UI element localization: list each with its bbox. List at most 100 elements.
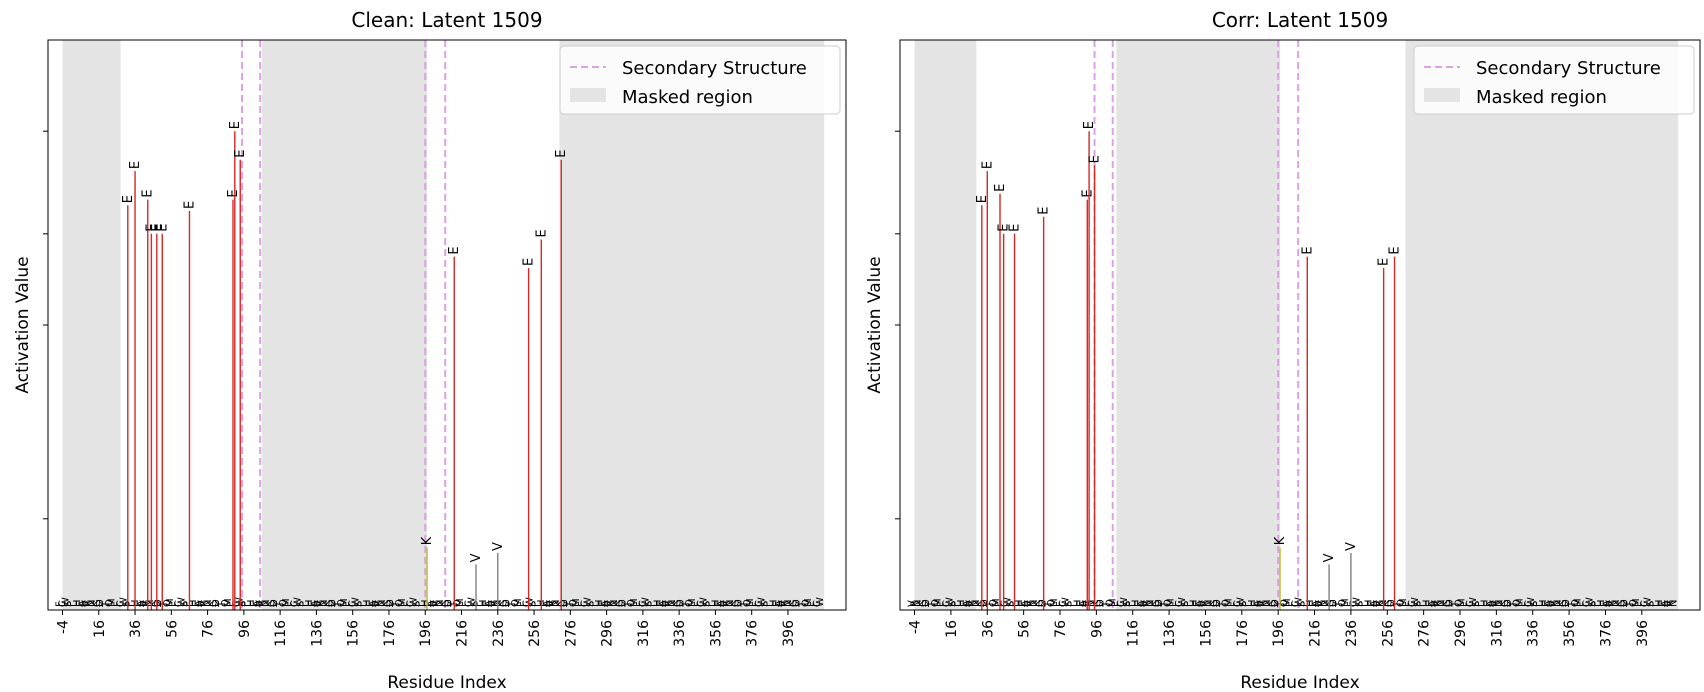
svg-text:L: L xyxy=(1651,601,1662,607)
svg-text:E: E xyxy=(307,601,318,607)
svg-text:A: A xyxy=(542,600,553,607)
svg-text:T: T xyxy=(797,600,808,608)
svg-text:R: R xyxy=(606,600,617,607)
svg-text:A: A xyxy=(962,600,973,607)
svg-text:Y: Y xyxy=(924,600,935,608)
svg-text:F: F xyxy=(693,601,704,607)
svg-text:F: F xyxy=(403,601,414,607)
svg-text:M: M xyxy=(455,598,466,607)
svg-text:W: W xyxy=(1643,597,1654,607)
svg-text:V: V xyxy=(545,600,556,607)
svg-text:D: D xyxy=(675,599,686,607)
svg-text:T: T xyxy=(681,600,692,608)
svg-text:V: V xyxy=(1488,600,1499,607)
svg-text:Y: Y xyxy=(1157,600,1168,608)
svg-text:W: W xyxy=(815,597,826,607)
svg-text:W: W xyxy=(118,597,129,607)
svg-text:M: M xyxy=(339,598,350,607)
svg-text:G: G xyxy=(1558,599,1569,607)
svg-text:T: T xyxy=(623,600,634,608)
svg-text:C: C xyxy=(696,600,707,607)
svg-text:I: I xyxy=(748,604,759,607)
svg-text:T: T xyxy=(739,600,750,608)
masked-region xyxy=(262,40,428,610)
svg-text:M: M xyxy=(991,598,1002,607)
svg-text:T: T xyxy=(565,600,576,608)
svg-text:I: I xyxy=(1459,604,1470,607)
svg-text:L: L xyxy=(765,601,776,607)
x-tick-label: 396 xyxy=(1635,620,1651,647)
svg-text:G: G xyxy=(1209,599,1220,607)
svg-text:P: P xyxy=(1183,601,1194,607)
svg-text:D: D xyxy=(443,599,454,607)
x-tick-label: 196 xyxy=(1271,620,1287,647)
svg-text:Q: Q xyxy=(1279,599,1290,607)
svg-text:D: D xyxy=(501,599,512,607)
svg-text:L: L xyxy=(533,601,544,607)
svg-text:C: C xyxy=(57,600,68,607)
svg-text:N: N xyxy=(1261,600,1272,607)
svg-text:V: V xyxy=(719,600,730,607)
svg-text:N: N xyxy=(1611,600,1622,607)
svg-text:W: W xyxy=(409,597,420,607)
svg-text:E: E xyxy=(1424,601,1435,607)
svg-text:S: S xyxy=(179,601,190,607)
svg-text:R: R xyxy=(664,600,675,607)
svg-text:V: V xyxy=(1430,600,1441,607)
svg-text:N: N xyxy=(1029,600,1040,607)
svg-text:L: L xyxy=(649,601,660,607)
svg-text:V: V xyxy=(1197,600,1208,607)
svg-text:W: W xyxy=(467,597,478,607)
svg-text:V: V xyxy=(1605,600,1616,607)
bar-residue-label: E xyxy=(141,189,156,197)
svg-text:M: M xyxy=(223,598,234,607)
svg-text:D: D xyxy=(269,599,280,607)
svg-text:V: V xyxy=(1023,600,1034,607)
svg-text:M: M xyxy=(1107,598,1118,607)
svg-text:W: W xyxy=(1003,597,1014,607)
svg-text:Y: Y xyxy=(1564,600,1575,608)
svg-text:I: I xyxy=(400,604,411,607)
bar-residue-label: E xyxy=(144,224,159,232)
svg-text:C: C xyxy=(1465,600,1476,607)
svg-text:P: P xyxy=(646,601,657,607)
svg-text:V: V xyxy=(777,600,788,607)
svg-text:H: H xyxy=(420,599,431,607)
svg-text:M: M xyxy=(107,598,118,607)
svg-text:P: P xyxy=(763,601,774,607)
svg-text:E: E xyxy=(1250,601,1261,607)
svg-text:W: W xyxy=(1584,597,1595,607)
svg-text:N: N xyxy=(86,600,97,607)
svg-text:R: R xyxy=(1433,600,1444,607)
svg-text:E: E xyxy=(481,601,492,607)
svg-text:R: R xyxy=(968,600,979,607)
svg-text:Y: Y xyxy=(330,600,341,608)
svg-text:M: M xyxy=(1573,598,1584,607)
svg-text:V: V xyxy=(255,600,266,607)
svg-text:G: G xyxy=(1151,599,1162,607)
svg-text:C: C xyxy=(1174,600,1185,607)
svg-text:Q: Q xyxy=(1453,599,1464,607)
svg-text:K: K xyxy=(973,600,984,607)
svg-text:F: F xyxy=(171,601,182,607)
bar-residue-label: E xyxy=(155,224,170,232)
svg-text:A: A xyxy=(1195,600,1206,607)
svg-text:F: F xyxy=(1404,601,1415,607)
svg-text:I: I xyxy=(226,604,237,607)
svg-text:D: D xyxy=(1619,599,1630,607)
svg-text:L: L xyxy=(1360,601,1371,607)
svg-text:I: I xyxy=(458,604,469,607)
svg-text:K: K xyxy=(380,600,391,607)
svg-text:I: I xyxy=(574,604,585,607)
svg-text:M: M xyxy=(397,598,408,607)
x-tick-label: 196 xyxy=(418,620,434,647)
svg-text:G: G xyxy=(1093,599,1104,607)
svg-text:V: V xyxy=(1256,600,1267,607)
svg-text:I: I xyxy=(342,604,353,607)
svg-text:Q: Q xyxy=(510,599,521,607)
svg-text:P: P xyxy=(1416,601,1427,607)
svg-text:I: I xyxy=(1576,604,1587,607)
y-axis-label: Activation Value xyxy=(865,256,885,393)
svg-text:A: A xyxy=(136,600,147,607)
svg-text:S: S xyxy=(237,601,248,607)
